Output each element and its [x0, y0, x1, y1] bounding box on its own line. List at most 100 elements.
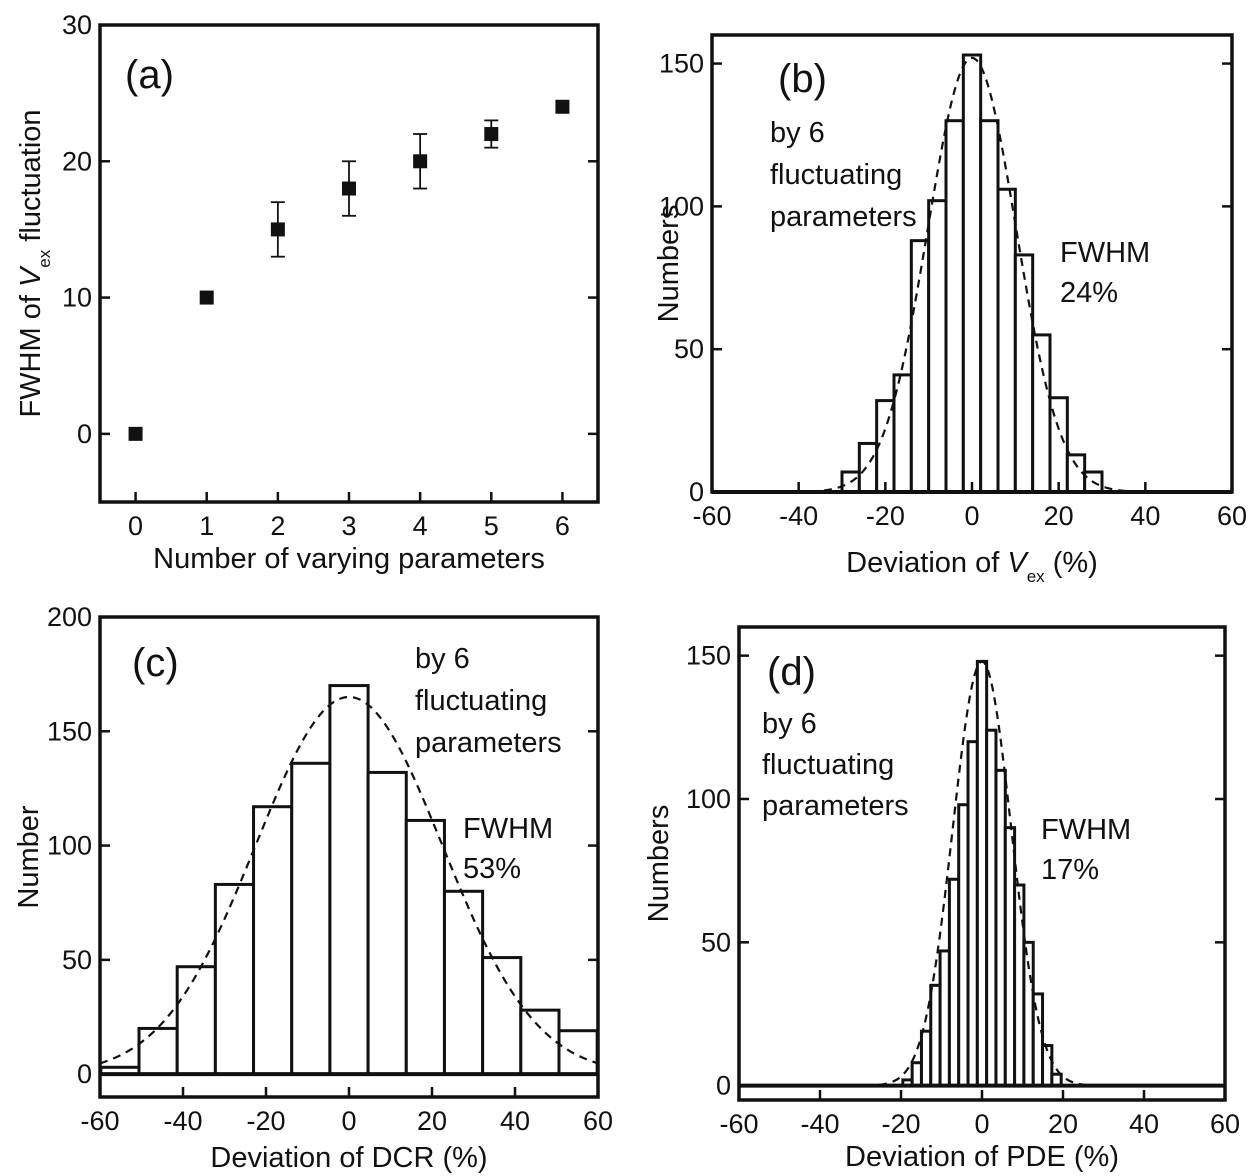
data-point	[342, 181, 356, 196]
annotation-line: fluctuating	[415, 685, 547, 717]
x-axis-label: Number of varying parameters	[153, 543, 545, 575]
x-tick-label: 3	[341, 511, 356, 541]
panel-label: (c)	[132, 641, 179, 685]
y-axis-label: Numbers	[653, 205, 685, 323]
x-tick-label: -40	[800, 1109, 839, 1139]
histogram-bar	[290, 761, 332, 1076]
annotation-line: fluctuating	[770, 159, 902, 191]
x-axis-label: Deviation of Vex (%)	[846, 547, 1098, 586]
x-tick-label: 0	[974, 1109, 989, 1139]
y-tick-label: 10	[62, 283, 92, 313]
y-tick-label: 100	[47, 831, 92, 861]
x-tick-label: 4	[413, 511, 428, 541]
histogram-bar	[557, 1029, 599, 1076]
fwhm-label: FWHM	[463, 813, 553, 845]
x-tick-label: 5	[484, 511, 499, 541]
data-point	[555, 99, 570, 114]
annotation-line: by 6	[415, 643, 470, 675]
x-tick-label: 20	[1048, 1109, 1078, 1139]
x-tick-label: -60	[719, 1109, 758, 1139]
annotation-line: parameters	[415, 727, 562, 759]
x-tick-label: 1	[199, 511, 214, 541]
histogram-bar	[137, 1026, 179, 1076]
x-tick-label: 2	[270, 511, 285, 541]
y-tick-label: 0	[689, 477, 704, 507]
histogram-bar	[213, 882, 256, 1076]
histogram-bar	[404, 818, 446, 1076]
x-tick-label: 60	[1217, 501, 1247, 531]
fwhm-label: FWHM	[1041, 814, 1131, 846]
y-tick-label: 0	[77, 1059, 92, 1089]
fwhm-label: FWHM	[1060, 237, 1150, 269]
y-axis-label: FWHM of Vex fluctuation	[15, 109, 54, 417]
histogram-bar	[366, 770, 408, 1076]
y-tick-label: 100	[686, 784, 731, 814]
histogram-bar	[481, 956, 523, 1076]
x-tick-label: -60	[80, 1106, 119, 1136]
y-tick-label: 150	[686, 641, 731, 671]
data-point	[413, 154, 428, 169]
y-tick-label: 150	[659, 49, 704, 79]
panel-b: -60 -40 -20 0 20 40 60 0 50 100 150 (b) Deviation of…	[653, 33, 1247, 586]
histogram-bar	[979, 119, 1000, 494]
x-tick-label: -40	[163, 1106, 202, 1136]
x-tick-label: -20	[246, 1106, 285, 1136]
histogram-bar	[944, 119, 965, 494]
histogram-bar	[961, 53, 983, 494]
panel-label: (a)	[125, 53, 174, 97]
histogram-bar	[1013, 253, 1035, 494]
histogram-bar	[1031, 333, 1052, 494]
panel-c: -60 -40 -20 0 20 40 60 0 50 100 150 200 (c) Deviation…	[13, 602, 613, 1174]
y-tick-label: 30	[62, 10, 92, 40]
y-tick-label: 20	[62, 146, 92, 176]
y-tick-label: 0	[716, 1071, 731, 1101]
fwhm-label: 24%	[1060, 277, 1118, 309]
annotation-line: parameters	[762, 790, 909, 822]
histogram-bar	[175, 965, 217, 1076]
y-tick-label: 50	[701, 927, 731, 957]
x-tick-label: 0	[964, 501, 979, 531]
x-tick-label: 40	[1130, 501, 1160, 531]
y-tick-label: 200	[47, 602, 92, 632]
histogram-bar	[442, 889, 485, 1076]
x-tick-label: -40	[779, 501, 818, 531]
histogram-bar	[927, 199, 948, 494]
x-tick-label: 0	[128, 511, 143, 541]
annotation-line: parameters	[770, 201, 917, 233]
fwhm-label: 17%	[1041, 854, 1099, 886]
annotation-line: by 6	[762, 708, 817, 740]
fwhm-label: 53%	[463, 853, 521, 885]
x-tick-label: 0	[341, 1106, 356, 1136]
y-tick-label: 50	[62, 945, 92, 975]
histogram-bar	[519, 1008, 561, 1076]
data-point	[199, 290, 214, 305]
panel-label: (b)	[778, 57, 827, 101]
y-tick-label: 0	[77, 419, 92, 449]
annotation-line: by 6	[770, 117, 825, 149]
data-point	[484, 127, 499, 142]
y-axis-label: Number	[13, 805, 45, 908]
histogram-bar	[996, 187, 1017, 494]
x-tick-label: 20	[1044, 501, 1074, 531]
plot-frame	[98, 23, 600, 504]
x-tick-label: -20	[866, 501, 905, 531]
x-tick-label: 40	[1129, 1109, 1159, 1139]
x-tick-label: 20	[417, 1106, 447, 1136]
x-axis-label: Deviation of DCR (%)	[210, 1142, 487, 1174]
gaussian-fit-curve	[739, 660, 1225, 1087]
data-point	[270, 222, 285, 237]
panel-a: 0 1 2 3 4 5 6 0 10 20 30 (a) Number of varying param…	[15, 10, 600, 575]
histogram-bar	[857, 441, 879, 494]
y-tick-label: 100	[659, 191, 704, 221]
x-tick-label: 6	[555, 511, 570, 541]
y-tick-label: 50	[674, 334, 704, 364]
x-tick-label: -60	[692, 501, 731, 531]
data-point	[128, 426, 143, 441]
panel-d: -60 -40 -20 0 20 40 60 0 50 100 150 (d) Deviation of…	[643, 625, 1240, 1173]
x-axis-label: Deviation of PDE (%)	[845, 1141, 1119, 1173]
x-tick-label: -20	[881, 1109, 920, 1139]
x-tick-label: 40	[500, 1106, 530, 1136]
annotation-line: fluctuating	[762, 749, 894, 781]
y-tick-label: 150	[47, 716, 92, 746]
y-axis-label: Numbers	[643, 805, 675, 923]
